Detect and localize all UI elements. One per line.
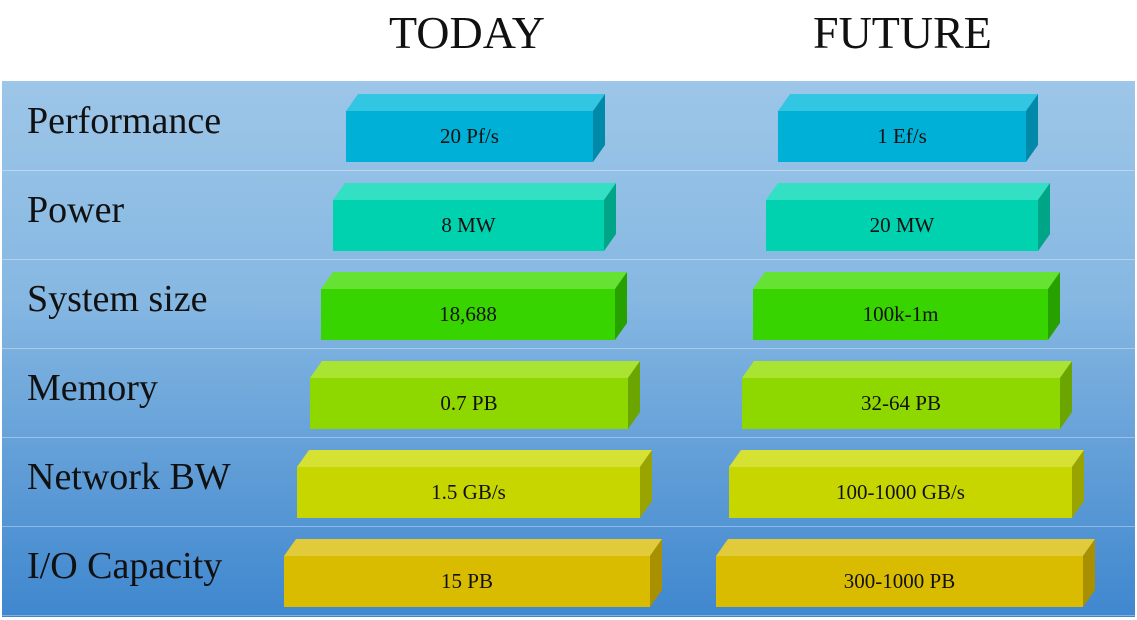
bar-front-face bbox=[333, 200, 604, 251]
bar-top-face bbox=[716, 539, 1095, 556]
future-bar-power: 20 MW bbox=[766, 183, 1050, 251]
row-i-o-capacity: I/O Capacity 15 PB 300-1000 PB bbox=[2, 526, 1135, 616]
comparison-rows: Performance 20 Pf/s 1 Ef/s Power 8 MW 20 MW Sy… bbox=[2, 81, 1135, 617]
bar-top-face bbox=[729, 450, 1084, 467]
future-bar-performance: 1 Ef/s bbox=[778, 94, 1038, 162]
row-label: Network BW bbox=[27, 456, 231, 498]
bar-side-face bbox=[1060, 361, 1072, 429]
bar-side-face bbox=[1048, 272, 1060, 340]
row-network-bw: Network BW 1.5 GB/s 100-1000 GB/s bbox=[2, 437, 1135, 527]
bar-side-face bbox=[604, 183, 616, 251]
bar-top-face bbox=[321, 272, 627, 289]
bar-side-face bbox=[640, 450, 652, 518]
today-value: 1.5 GB/s bbox=[431, 479, 506, 504]
row-label: Performance bbox=[27, 100, 222, 142]
row-system-size: System size 18,688 100k-1m bbox=[2, 259, 1135, 349]
today-bar-memory: 0.7 PB bbox=[310, 361, 640, 429]
future-value: 32-64 PB bbox=[861, 390, 941, 415]
today-value: 18,688 bbox=[439, 301, 497, 326]
today-bar-power: 8 MW bbox=[333, 183, 616, 251]
bar-top-face bbox=[284, 539, 662, 556]
bar-top-face bbox=[778, 94, 1038, 111]
bar-side-face bbox=[615, 272, 627, 340]
bar-front-face bbox=[729, 467, 1072, 518]
bar-front-face bbox=[321, 289, 615, 340]
bar-front-face bbox=[297, 467, 640, 518]
bar-front-face bbox=[778, 111, 1026, 162]
today-bar-network-bw: 1.5 GB/s bbox=[297, 450, 652, 518]
bar-front-face bbox=[310, 378, 628, 429]
bar-top-face bbox=[742, 361, 1072, 378]
future-bar-system-size: 100k-1m bbox=[753, 272, 1060, 340]
column-header-today: TODAY bbox=[389, 7, 545, 58]
bar-top-face bbox=[346, 94, 605, 111]
bar-front-face bbox=[284, 556, 650, 607]
row-performance: Performance 20 Pf/s 1 Ef/s bbox=[2, 81, 1135, 171]
bar-front-face bbox=[742, 378, 1060, 429]
column-header-future: FUTURE bbox=[813, 7, 992, 58]
bar-front-face bbox=[346, 111, 593, 162]
today-bar-system-size: 18,688 bbox=[321, 272, 627, 340]
future-bar-network-bw: 100-1000 GB/s bbox=[729, 450, 1084, 518]
row-label: Memory bbox=[27, 367, 158, 409]
bar-top-face bbox=[310, 361, 640, 378]
bar-front-face bbox=[766, 200, 1038, 251]
today-value: 15 PB bbox=[441, 568, 493, 593]
future-bar-i-o-capacity: 300-1000 PB bbox=[716, 539, 1095, 607]
future-value: 100k-1m bbox=[862, 301, 939, 326]
bar-side-face bbox=[628, 361, 640, 429]
bar-side-face bbox=[1038, 183, 1050, 251]
future-value: 20 MW bbox=[869, 212, 935, 237]
bar-side-face bbox=[650, 539, 662, 607]
future-value: 100-1000 GB/s bbox=[836, 479, 965, 504]
row-memory: Memory 0.7 PB 32-64 PB bbox=[2, 348, 1135, 438]
today-value: 0.7 PB bbox=[440, 390, 498, 415]
bar-top-face bbox=[333, 183, 616, 200]
bar-front-face bbox=[753, 289, 1048, 340]
today-value: 8 MW bbox=[441, 212, 496, 237]
today-bar-i-o-capacity: 15 PB bbox=[284, 539, 662, 607]
today-value: 20 Pf/s bbox=[440, 123, 499, 148]
future-value: 1 Ef/s bbox=[877, 123, 927, 148]
row-power: Power 8 MW 20 MW bbox=[2, 170, 1135, 260]
bar-side-face bbox=[1083, 539, 1095, 607]
row-label: I/O Capacity bbox=[27, 545, 223, 587]
bar-top-face bbox=[766, 183, 1050, 200]
bar-side-face bbox=[593, 94, 605, 162]
bar-top-face bbox=[297, 450, 652, 467]
future-value: 300-1000 PB bbox=[843, 568, 956, 593]
bar-side-face bbox=[1072, 450, 1084, 518]
future-bar-memory: 32-64 PB bbox=[742, 361, 1072, 429]
row-label: System size bbox=[27, 278, 208, 320]
bar-side-face bbox=[1026, 94, 1038, 162]
row-label: Power bbox=[27, 189, 125, 231]
today-bar-performance: 20 Pf/s bbox=[346, 94, 605, 162]
bar-top-face bbox=[753, 272, 1060, 289]
bar-front-face bbox=[716, 556, 1083, 607]
